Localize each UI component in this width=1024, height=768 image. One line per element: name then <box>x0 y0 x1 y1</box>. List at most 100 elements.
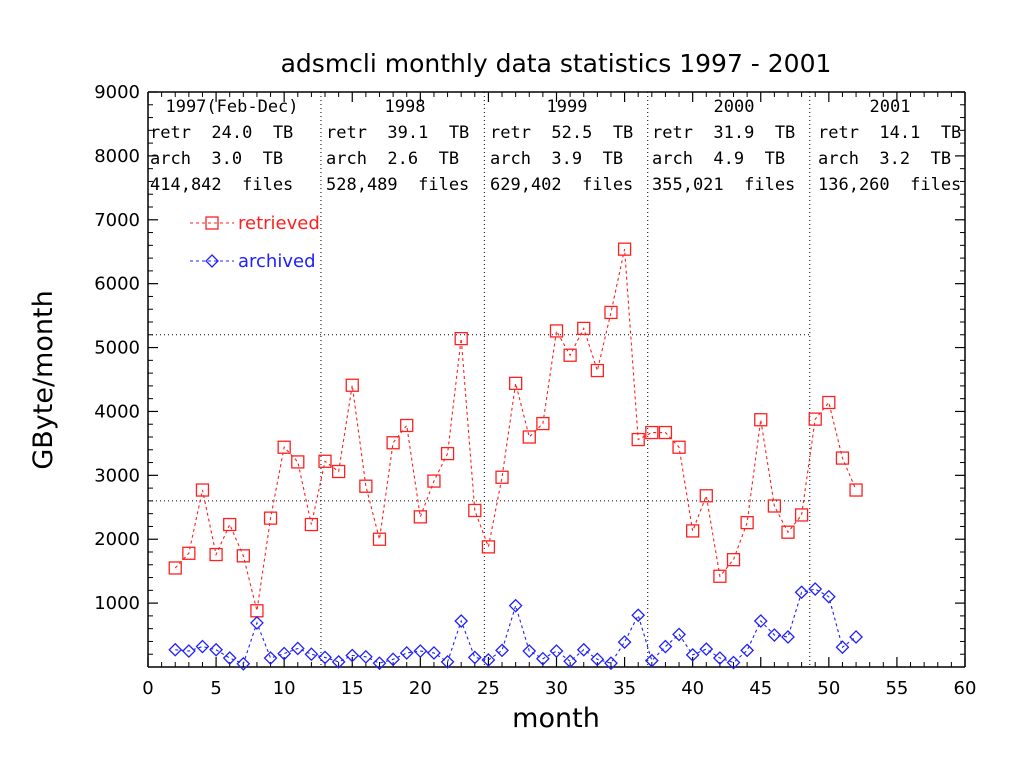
x-tick-label: 50 <box>817 678 840 699</box>
x-axis-label: month <box>512 703 600 734</box>
legend-label-retrieved: retrieved <box>238 213 320 234</box>
retrieved-point <box>686 524 700 538</box>
archived-point <box>195 639 210 654</box>
retrieved-total: retr 39.1 TB <box>326 123 469 143</box>
legend: retrieved archived <box>190 213 320 272</box>
retrieved-point <box>604 305 618 320</box>
y-tick-label: 3000 <box>94 465 140 486</box>
file-count: 414,842 files <box>150 175 293 195</box>
archived-point <box>181 644 196 658</box>
file-count: 355,021 files <box>652 175 795 195</box>
archived-point <box>209 642 224 657</box>
retrieved-point <box>468 503 482 518</box>
archived-point <box>386 652 401 667</box>
archived-point <box>495 643 509 658</box>
x-tick-label: 15 <box>341 678 364 699</box>
archived-point <box>535 651 550 666</box>
retrieved-point <box>645 425 659 440</box>
file-count: 528,489 files <box>326 175 469 195</box>
archived-total: arch 3.2 TB <box>818 149 951 169</box>
retrieved-point <box>372 532 387 546</box>
series-retrieved <box>168 242 863 618</box>
archived-point <box>481 653 496 667</box>
legend-marker-archived <box>205 254 219 268</box>
archived-point <box>617 635 632 650</box>
retrieved-point <box>781 525 795 539</box>
retrieved-point <box>577 321 591 336</box>
retrieved-point <box>263 511 278 525</box>
retrieved-point <box>794 508 809 522</box>
retrieved-total: retr 14.1 TB <box>818 123 961 143</box>
archived-total: arch 3.9 TB <box>490 149 623 169</box>
x-tick-label: 30 <box>545 678 568 699</box>
archived-point <box>222 651 237 665</box>
year-label: 1999 <box>547 97 588 117</box>
archived-point <box>277 646 292 661</box>
legend-label-archived: archived <box>238 251 316 272</box>
archived-point <box>590 652 605 667</box>
archived-point <box>821 589 836 604</box>
retrieved-total: retr 31.9 TB <box>652 123 795 143</box>
retrieved-point <box>672 440 686 454</box>
archived-point <box>413 644 428 658</box>
archived-point <box>576 642 591 657</box>
x-axis: 0 5 10 15 20 25 30 35 40 45 50 55 60 <box>142 92 976 699</box>
archived-total: arch 2.6 TB <box>326 149 459 169</box>
x-tick-label: 45 <box>749 678 772 699</box>
series-archived <box>168 582 863 671</box>
retrieved-point <box>740 515 754 530</box>
retrieved-point <box>808 412 822 426</box>
archived-point <box>767 628 782 642</box>
retrieved-point <box>400 418 414 433</box>
archived-point <box>372 656 387 671</box>
retrieved-point <box>195 483 210 497</box>
archived-point <box>631 608 646 623</box>
y-axis-label: GByte/month <box>28 290 59 469</box>
x-tick-label: 0 <box>142 678 153 699</box>
y-tick-label: 9000 <box>94 82 140 103</box>
archived-point <box>672 627 686 642</box>
x-tick-label: 35 <box>613 678 636 699</box>
retrieved-point <box>536 416 550 431</box>
x-tick-label: 5 <box>210 678 221 699</box>
retrieved-point <box>182 546 196 560</box>
retrieved-point <box>726 553 741 567</box>
retrieved-point <box>291 455 305 469</box>
retrieved-point <box>754 413 768 427</box>
y-tick-label: 7000 <box>94 210 140 231</box>
x-tick-label: 40 <box>681 678 704 699</box>
retrieved-point <box>386 436 400 450</box>
y-tick-label: 6000 <box>94 274 140 295</box>
y-tick-label: 4000 <box>94 401 140 422</box>
retrieved-point <box>658 425 673 440</box>
retrieved-point <box>767 499 782 513</box>
retrieved-point <box>495 470 509 484</box>
retrieved-point <box>713 569 727 583</box>
retrieved-point <box>250 604 264 618</box>
archived-point <box>685 647 700 662</box>
retrieved-point <box>440 446 455 461</box>
archived-point <box>753 614 768 628</box>
archived-point <box>427 646 441 660</box>
retrieved-point <box>277 440 291 454</box>
archived-point <box>794 585 809 600</box>
file-count: 629,402 files <box>490 175 633 195</box>
retrieved-point <box>304 517 319 532</box>
archived-point <box>454 614 469 628</box>
file-count: 136,260 files <box>818 175 961 195</box>
retrieved-point <box>318 454 332 468</box>
series-layer <box>168 242 863 671</box>
retrieved-point <box>508 376 523 390</box>
archived-point <box>345 648 360 663</box>
retrieved-line <box>174 249 857 611</box>
retrieved-point <box>631 432 645 447</box>
archived-point <box>318 650 332 665</box>
y-tick-label: 8000 <box>94 146 140 167</box>
retrieved-total: retr 52.5 TB <box>490 123 633 143</box>
year-stats-table: 1997(Feb-Dec) retr 24.0 TB arch 3.0 TB 414,… <box>150 97 961 195</box>
y-axis: 1000 2000 3000 4000 5000 6000 7000 8000 9000 <box>94 82 965 655</box>
year-label: 1997(Feb-Dec) <box>165 97 298 117</box>
retrieved-point <box>522 430 536 444</box>
retrieved-point <box>345 378 359 392</box>
